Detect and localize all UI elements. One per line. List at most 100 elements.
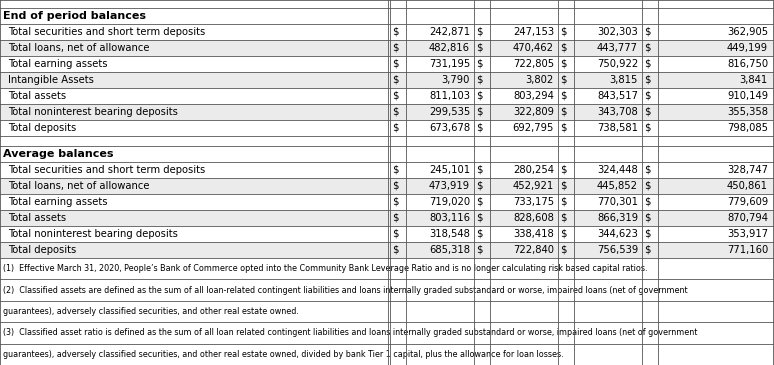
Text: $: $ [644, 165, 650, 175]
Text: $: $ [644, 43, 650, 53]
Bar [0, 0, 774, 8]
Bar [0, 322, 774, 343]
Text: (2)  Classified assets are defined as the sum of all loan-related contingent lia: (2) Classified assets are defined as the… [3, 285, 687, 295]
Text: $: $ [560, 229, 567, 239]
Text: guarantees), adversely classified securities, and other real estate owned.: guarantees), adversely classified securi… [3, 307, 299, 316]
Text: $: $ [644, 123, 650, 133]
Text: 322,809: 322,809 [513, 107, 554, 117]
Text: $: $ [392, 59, 399, 69]
Text: 685,318: 685,318 [429, 245, 470, 255]
Text: 719,020: 719,020 [429, 197, 470, 207]
Text: 731,195: 731,195 [429, 59, 470, 69]
Bar [0, 56, 774, 72]
Text: 324,448: 324,448 [598, 165, 638, 175]
Text: $: $ [476, 91, 482, 101]
Text: 280,254: 280,254 [513, 165, 554, 175]
Text: 3,802: 3,802 [526, 75, 554, 85]
Text: $: $ [392, 165, 399, 175]
Text: $: $ [392, 213, 399, 223]
Text: $: $ [476, 107, 482, 117]
Text: $: $ [560, 59, 567, 69]
Text: 828,608: 828,608 [513, 213, 554, 223]
Text: $: $ [392, 181, 399, 191]
Text: Total noninterest bearing deposits: Total noninterest bearing deposits [8, 107, 178, 117]
Text: $: $ [560, 181, 567, 191]
Bar [0, 146, 774, 162]
Bar [0, 343, 774, 365]
Text: 449,199: 449,199 [727, 43, 768, 53]
Text: guarantees), adversely classified securities, and other real estate owned, divid: guarantees), adversely classified securi… [3, 350, 563, 359]
Text: 452,921: 452,921 [512, 181, 554, 191]
Text: 344,623: 344,623 [597, 229, 638, 239]
Text: 798,085: 798,085 [727, 123, 768, 133]
Text: $: $ [476, 123, 482, 133]
Bar [0, 40, 774, 56]
Text: 779,609: 779,609 [727, 197, 768, 207]
Text: Total earning assets: Total earning assets [8, 59, 108, 69]
Text: 242,871: 242,871 [429, 27, 470, 37]
Bar [0, 8, 774, 24]
Text: End of period balances: End of period balances [3, 11, 146, 21]
Bar [0, 104, 774, 120]
Text: 771,160: 771,160 [727, 245, 768, 255]
Text: 328,747: 328,747 [727, 165, 768, 175]
Text: $: $ [392, 229, 399, 239]
Text: $: $ [560, 197, 567, 207]
Text: 816,750: 816,750 [727, 59, 768, 69]
Text: 738,581: 738,581 [597, 123, 638, 133]
Text: $: $ [644, 229, 650, 239]
Text: $: $ [392, 75, 399, 85]
Bar [0, 258, 774, 279]
Text: 803,294: 803,294 [513, 91, 554, 101]
Text: $: $ [392, 123, 399, 133]
Text: 866,319: 866,319 [597, 213, 638, 223]
Text: 362,905: 362,905 [727, 27, 768, 37]
Text: 355,358: 355,358 [727, 107, 768, 117]
Text: $: $ [476, 245, 482, 255]
Text: $: $ [476, 165, 482, 175]
Text: $: $ [560, 43, 567, 53]
Text: Total loans, net of allowance: Total loans, net of allowance [8, 43, 149, 53]
Bar [0, 194, 774, 210]
Text: 803,116: 803,116 [429, 213, 470, 223]
Text: 450,861: 450,861 [727, 181, 768, 191]
Text: $: $ [644, 245, 650, 255]
Text: Average balances: Average balances [3, 149, 114, 159]
Text: 299,535: 299,535 [429, 107, 470, 117]
Text: $: $ [644, 91, 650, 101]
Bar [0, 210, 774, 226]
Text: 811,103: 811,103 [429, 91, 470, 101]
Text: Total assets: Total assets [8, 213, 66, 223]
Text: 445,852: 445,852 [597, 181, 638, 191]
Bar [0, 88, 774, 104]
Text: 843,517: 843,517 [597, 91, 638, 101]
Text: $: $ [392, 91, 399, 101]
Text: Total securities and short term deposits: Total securities and short term deposits [8, 27, 205, 37]
Text: $: $ [476, 229, 482, 239]
Text: 470,462: 470,462 [513, 43, 554, 53]
Text: $: $ [476, 197, 482, 207]
Text: $: $ [476, 43, 482, 53]
Text: Total noninterest bearing deposits: Total noninterest bearing deposits [8, 229, 178, 239]
Text: 692,795: 692,795 [512, 123, 554, 133]
Text: $: $ [644, 107, 650, 117]
Text: $: $ [560, 91, 567, 101]
Text: 3,841: 3,841 [740, 75, 768, 85]
Text: 733,175: 733,175 [513, 197, 554, 207]
Text: Total earning assets: Total earning assets [8, 197, 108, 207]
Text: $: $ [392, 245, 399, 255]
Text: $: $ [476, 181, 482, 191]
Text: $: $ [560, 75, 567, 85]
Text: $: $ [392, 43, 399, 53]
Text: $: $ [644, 181, 650, 191]
Text: 673,678: 673,678 [429, 123, 470, 133]
Text: Total deposits: Total deposits [8, 245, 77, 255]
Text: $: $ [392, 197, 399, 207]
Text: 770,301: 770,301 [597, 197, 638, 207]
Text: Total securities and short term deposits: Total securities and short term deposits [8, 165, 205, 175]
Text: 3,790: 3,790 [442, 75, 470, 85]
Bar [0, 178, 774, 194]
Bar [0, 120, 774, 136]
Text: $: $ [644, 197, 650, 207]
Text: Intangible Assets: Intangible Assets [8, 75, 94, 85]
